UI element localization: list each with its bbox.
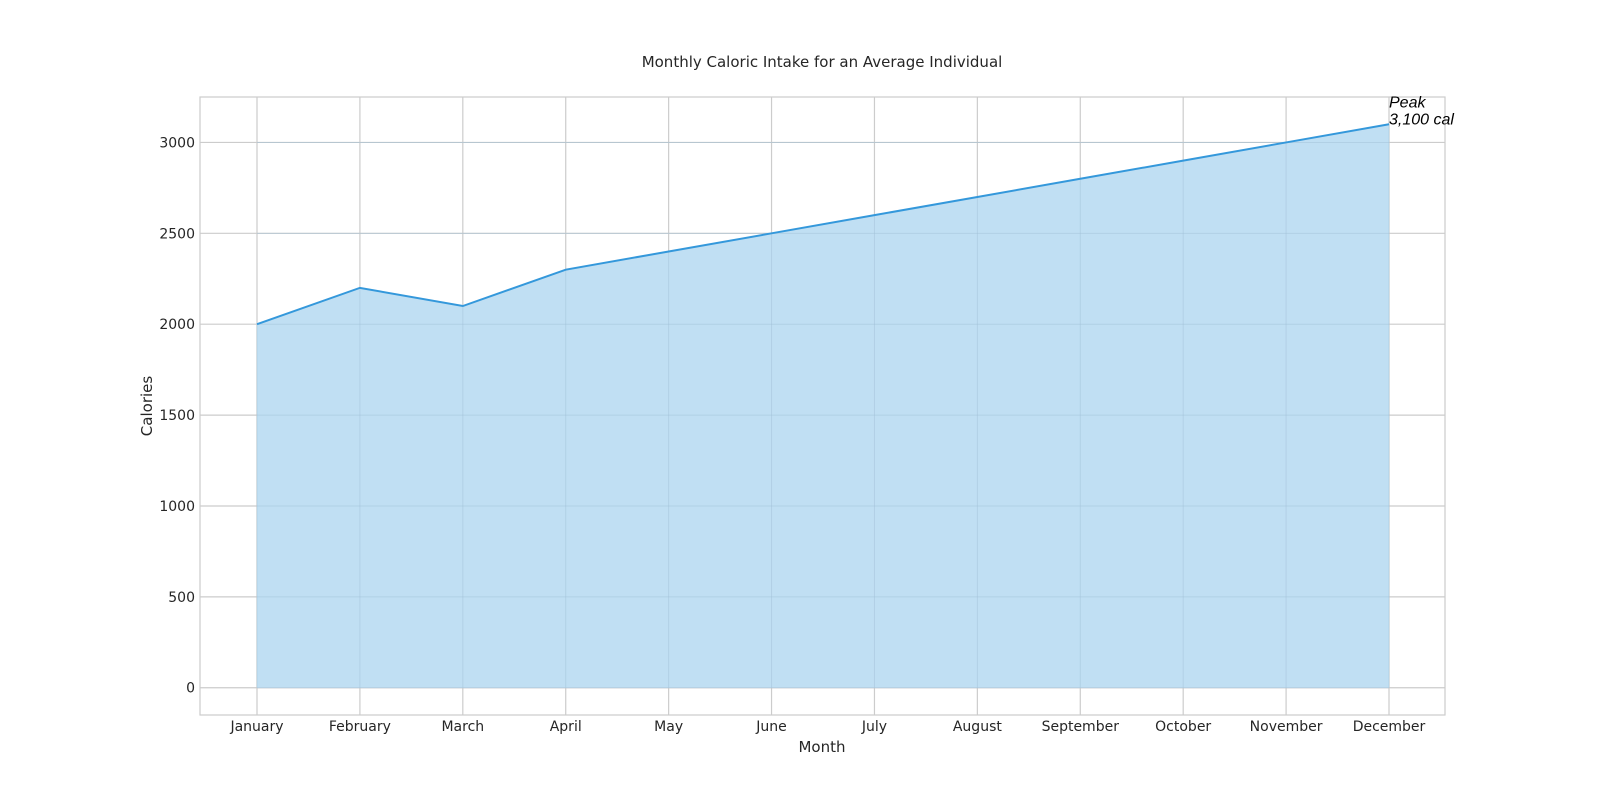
y-tick-label: 2500 xyxy=(159,226,195,242)
plot-frame xyxy=(199,96,1446,716)
area-series xyxy=(256,123,1390,689)
y-tick-label: 1000 xyxy=(159,499,195,515)
y-tick-label: 3000 xyxy=(159,135,195,151)
y-tick-label: 2000 xyxy=(159,317,195,333)
x-tick-label: August xyxy=(953,719,1003,735)
x-tick-label: January xyxy=(229,719,283,735)
x-tick-label: April xyxy=(550,719,582,735)
y-tick-label: 1500 xyxy=(159,408,195,424)
y-tick-label: 0 xyxy=(186,681,195,697)
x-tick-label: June xyxy=(755,719,787,735)
x-tick-labels: January February March April May June July Augu… xyxy=(229,719,1425,735)
x-tick-label: July xyxy=(861,719,887,735)
x-tick-label: March xyxy=(441,719,484,735)
x-tick-label: November xyxy=(1250,719,1323,735)
x-tick-label: May xyxy=(654,719,683,735)
plot-border xyxy=(199,96,1446,716)
x-tick-label: October xyxy=(1155,719,1211,735)
x-tick-label: December xyxy=(1353,719,1426,735)
y-tick-labels: 0 500 1000 1500 2000 2500 3000 xyxy=(159,135,195,696)
area-fill xyxy=(257,124,1389,688)
annotation-line: 3,100 cal xyxy=(1389,111,1454,128)
series-line xyxy=(256,123,1390,326)
annotation-line: Peak xyxy=(1389,94,1426,111)
x-axis-label: Month xyxy=(798,738,845,756)
x-tick-label: September xyxy=(1042,719,1120,735)
chart-title: Monthly Caloric Intake for an Average In… xyxy=(642,53,1003,71)
y-tick-label: 500 xyxy=(168,590,195,606)
x-tick-label: February xyxy=(329,719,391,735)
y-axis-label: Calories xyxy=(138,376,156,437)
